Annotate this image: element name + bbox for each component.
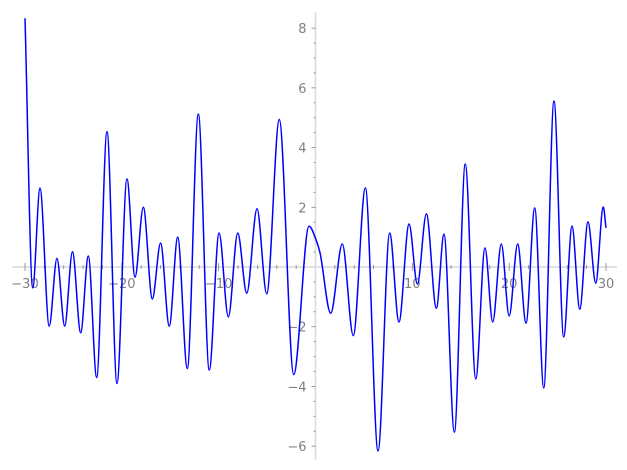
series-line <box>24 18 607 452</box>
y-tick-label: −2 <box>287 321 306 336</box>
y-tick-label: 6 <box>298 82 306 97</box>
x-tick-label: −30 <box>11 277 38 292</box>
y-tick-label: −4 <box>287 380 306 395</box>
x-tick-label: 20 <box>501 277 518 292</box>
y-tick-label: 2 <box>298 201 306 216</box>
x-tick-label: 30 <box>598 277 615 292</box>
y-tick-label: −6 <box>287 440 306 455</box>
x-tick-label: −10 <box>205 277 232 292</box>
x-tick-label: 10 <box>404 277 421 292</box>
y-tick-label: 4 <box>298 142 306 157</box>
y-tick-label: 8 <box>298 22 306 37</box>
